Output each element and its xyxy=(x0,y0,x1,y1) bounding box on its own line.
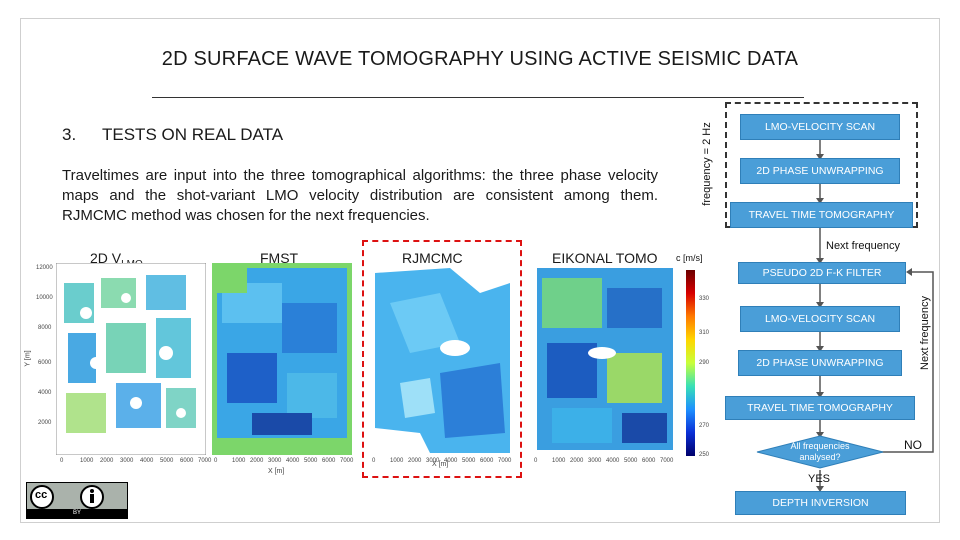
colorbar-unit: c [m/s] xyxy=(676,253,703,263)
vlmo-label-text: 2D V xyxy=(90,250,122,266)
y-tick: 12000 xyxy=(36,265,53,271)
x-tick: 0 xyxy=(534,458,538,464)
x-tick: 4000 xyxy=(444,458,458,464)
plot-eikonal xyxy=(532,263,678,455)
x-tick: 2000 xyxy=(570,458,584,464)
description-paragraph: Traveltimes are input into the three tom… xyxy=(62,167,658,224)
slide-title: 2D SURFACE WAVE TOMOGRAPHY USING ACTIVE … xyxy=(161,48,799,70)
flow-step-tomography: TRAVEL TIME TOMOGRAPHY xyxy=(730,202,913,228)
flow-step-lmo-scan-2: LMO-VELOCITY SCAN xyxy=(740,306,900,332)
frequency-label: frequency = 2 Hz xyxy=(701,122,713,206)
rjmcmc-highlight-box xyxy=(362,240,522,478)
y-tick: 10000 xyxy=(36,295,53,301)
panel-label-rjmcmc: RJMCMC xyxy=(402,250,463,266)
section-title: TESTS ON REAL DATA xyxy=(102,125,284,144)
decision-yes: YES xyxy=(808,473,831,485)
x-tick: 5000 xyxy=(304,458,318,464)
x-tick: 3000 xyxy=(426,458,440,464)
x-tick: 1000 xyxy=(390,458,404,464)
x-tick: 6000 xyxy=(322,458,336,464)
decision-text: All frequencies analysed? xyxy=(790,441,850,462)
x-tick: 0 xyxy=(372,458,376,464)
x-tick: 4000 xyxy=(286,458,300,464)
colorbar-tick: 270 xyxy=(699,423,710,429)
x-tick: 5000 xyxy=(624,458,638,464)
flow-step-depth-inversion: DEPTH INVERSION xyxy=(735,491,906,515)
y-tick: 6000 xyxy=(38,360,52,366)
slide-frame xyxy=(20,18,940,523)
x-tick: 1000 xyxy=(80,458,94,464)
plot-vlmo xyxy=(56,263,206,455)
y-tick: 4000 xyxy=(38,390,52,396)
section-heading: 3. TESTS ON REAL DATA xyxy=(62,125,283,145)
next-frequency-side-label: Next frequency xyxy=(919,296,931,370)
x-tick: 0 xyxy=(214,458,218,464)
cc-license-badge[interactable]: cc BY xyxy=(26,482,128,519)
x-tick: 1000 xyxy=(552,458,566,464)
plot-fmst xyxy=(212,263,352,455)
x-tick: 1000 xyxy=(232,458,246,464)
x-tick: 7000 xyxy=(498,458,512,464)
x-tick: 0 xyxy=(60,458,64,464)
x-tick: 4000 xyxy=(140,458,154,464)
x-tick: 5000 xyxy=(462,458,476,464)
flow-step-lmo-scan: LMO-VELOCITY SCAN xyxy=(740,114,900,140)
next-frequency-label: Next frequency xyxy=(826,240,900,252)
x-axis-label: X [m] xyxy=(268,468,285,475)
x-tick: 2000 xyxy=(408,458,422,464)
colorbar-tick: 310 xyxy=(699,330,710,336)
x-tick: 7000 xyxy=(198,458,212,464)
x-tick: 2000 xyxy=(250,458,264,464)
x-tick: 3000 xyxy=(268,458,282,464)
title-rule xyxy=(152,97,804,98)
x-tick: 6000 xyxy=(480,458,494,464)
y-tick: 8000 xyxy=(38,325,52,331)
x-tick: 3000 xyxy=(588,458,602,464)
plot-rjmcmc xyxy=(370,263,515,455)
colorbar xyxy=(686,270,695,456)
flow-step-phase-unwrap-2: 2D PHASE UNWRAPPING xyxy=(738,350,902,376)
flow-step-tomography-2: TRAVEL TIME TOMOGRAPHY xyxy=(725,396,915,420)
flow-step-fk-filter: PSEUDO 2D F-K FILTER xyxy=(738,262,906,284)
section-number: 3. xyxy=(62,125,77,144)
license-by-label: BY xyxy=(27,509,127,518)
x-tick: 6000 xyxy=(642,458,656,464)
x-tick: 6000 xyxy=(180,458,194,464)
x-axis-label-rjmcmc: X [m] xyxy=(432,461,449,468)
cc-icon: cc xyxy=(35,489,48,501)
decision-no: NO xyxy=(904,438,922,452)
colorbar-tick: 290 xyxy=(699,360,710,366)
panel-label-eikonal: EIKONAL TOMO xyxy=(552,250,658,266)
x-tick: 7000 xyxy=(340,458,354,464)
x-tick: 4000 xyxy=(606,458,620,464)
flow-step-phase-unwrap: 2D PHASE UNWRAPPING xyxy=(740,158,900,184)
colorbar-tick: 250 xyxy=(699,452,710,458)
x-tick: 5000 xyxy=(160,458,174,464)
x-tick: 7000 xyxy=(660,458,674,464)
y-tick: 2000 xyxy=(38,420,52,426)
x-tick: 3000 xyxy=(120,458,134,464)
colorbar-tick: 330 xyxy=(699,296,710,302)
panel-label-fmst: FMST xyxy=(260,250,299,266)
x-tick: 2000 xyxy=(100,458,114,464)
